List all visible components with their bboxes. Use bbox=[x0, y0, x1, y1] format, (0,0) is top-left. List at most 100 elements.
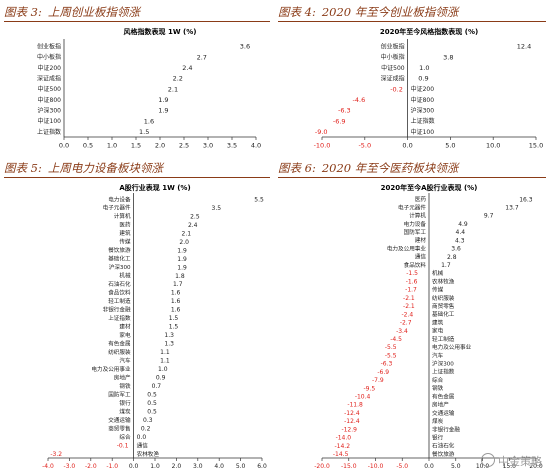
data-label: 2.5 bbox=[190, 213, 200, 220]
data-label: 1.6 bbox=[171, 290, 181, 297]
data-label: -3.2 bbox=[50, 451, 62, 458]
data-label: -12.4 bbox=[344, 410, 360, 417]
x-tick-label: 10.0 bbox=[486, 142, 500, 150]
category-label: 中证500 bbox=[381, 64, 405, 72]
category-label: 中证100 bbox=[38, 117, 62, 125]
category-label: 餐饮旅游 bbox=[108, 246, 131, 254]
data-label: 1.9 bbox=[177, 264, 187, 271]
x-tick-label: 6.0 bbox=[257, 463, 267, 470]
data-label: -14.5 bbox=[333, 451, 349, 458]
category-label: 交通运输 bbox=[432, 409, 455, 417]
data-label: 0.5 bbox=[147, 408, 157, 415]
chart-title: 风格指数表现 1W (%) bbox=[124, 27, 197, 36]
data-label: 1.1 bbox=[160, 358, 170, 365]
x-tick-label: 15.0 bbox=[503, 463, 517, 470]
category-label: 沪深300 bbox=[38, 106, 62, 114]
category-label: 餐饮旅游 bbox=[432, 450, 455, 458]
data-label: 0.9 bbox=[156, 375, 166, 382]
data-label: 1.8 bbox=[175, 273, 185, 280]
data-label: -3.4 bbox=[396, 328, 408, 335]
data-label: 2.1 bbox=[168, 85, 178, 93]
data-label: -2.1 bbox=[403, 303, 415, 310]
category-label: 电力设备 bbox=[404, 220, 427, 228]
data-label: 13.7 bbox=[505, 204, 519, 211]
data-label: 1.6 bbox=[171, 307, 181, 314]
category-label: 上证指数 bbox=[108, 314, 131, 322]
data-label: -0.1 bbox=[117, 442, 129, 449]
data-label: -4.6 bbox=[353, 96, 366, 104]
x-tick-label: 4.0 bbox=[214, 463, 224, 470]
x-tick-label: 0.0 bbox=[424, 463, 434, 470]
data-label: 1.6 bbox=[171, 298, 181, 305]
panel-title: 图表 5: 上周电力设备板块领涨 bbox=[4, 159, 270, 178]
category-label: 房地产 bbox=[432, 401, 449, 409]
category-label: 中证200 bbox=[38, 64, 62, 72]
category-label: 银行 bbox=[119, 399, 131, 407]
chart-title: 2020年至今风格指数表现 (%) bbox=[380, 27, 478, 36]
data-label: 1.1 bbox=[160, 349, 170, 356]
panel-ytd-industry: 图表 6: 2020 年至今医药板块领涨 2020年至今A股行业表现 (%) 医药 1… bbox=[278, 159, 546, 471]
category-label: 非银行金融 bbox=[103, 306, 131, 314]
x-tick-label: -5.0 bbox=[396, 463, 408, 470]
data-label: 0.5 bbox=[147, 400, 157, 407]
chart-ytd-style-index: 2020年至今风格指数表现 (%) 创业板指 12.4 中小板指 3.8 中证500 1.0… bbox=[314, 27, 544, 150]
data-label: 0.3 bbox=[143, 417, 153, 424]
category-label: 上证指数 bbox=[432, 368, 455, 376]
category-label: 传媒 bbox=[119, 238, 131, 246]
data-label: 16.3 bbox=[519, 196, 533, 203]
category-label: 基础化工 bbox=[108, 255, 131, 263]
data-label: -6.3 bbox=[338, 107, 351, 115]
category-label: 建筑 bbox=[119, 229, 131, 237]
x-tick-label: -2.0 bbox=[85, 463, 97, 470]
data-label: -11.8 bbox=[347, 402, 363, 409]
category-label: 交通运输 bbox=[108, 416, 131, 424]
data-label: 3.8 bbox=[443, 53, 453, 61]
category-label: 电力及公用事业 bbox=[432, 343, 472, 351]
category-label: 商贸零售 bbox=[432, 302, 455, 310]
data-label: 1.0 bbox=[419, 64, 429, 72]
data-label: 1.9 bbox=[158, 96, 168, 104]
category-label: 煤炭 bbox=[119, 407, 131, 415]
category-label: 深证成指 bbox=[381, 74, 405, 82]
category-label: 有色金属 bbox=[432, 392, 455, 400]
data-label: -12.9 bbox=[341, 426, 357, 433]
x-tick-label: 2.0 bbox=[172, 463, 182, 470]
category-label: 商贸零售 bbox=[108, 424, 131, 432]
category-label: 机械 bbox=[119, 272, 131, 280]
data-label: -5.5 bbox=[385, 352, 397, 359]
data-label: -14.0 bbox=[336, 435, 352, 442]
category-label: 石油石化 bbox=[432, 442, 455, 450]
category-label: 中证200 bbox=[411, 85, 435, 93]
category-label: 电子元器件 bbox=[398, 203, 426, 211]
x-tick-label: -10.0 bbox=[368, 463, 384, 470]
category-label: 银行 bbox=[432, 433, 444, 441]
category-label: 纺织服装 bbox=[432, 294, 455, 302]
category-label: 创业板指 bbox=[381, 42, 405, 50]
category-label: 家电 bbox=[119, 331, 131, 339]
x-tick-label: 1.5 bbox=[131, 142, 141, 150]
x-tick-label: 0.5 bbox=[83, 142, 93, 150]
category-label: 综合 bbox=[432, 376, 444, 384]
panel-title: 图表 3: 上周创业板指领涨 bbox=[4, 3, 270, 22]
data-label: -6.9 bbox=[377, 369, 389, 376]
wechat-icon bbox=[481, 453, 495, 467]
category-label: 机械 bbox=[432, 269, 444, 277]
data-label: 1.6 bbox=[144, 117, 154, 125]
chart-ytd-industry: 2020年至今A股行业表现 (%) 医药 16.3 电子元器件 13.7 计算机 9.7 电力… bbox=[314, 183, 543, 470]
category-label: 钢铁 bbox=[119, 382, 131, 390]
x-tick-label: 3.5 bbox=[227, 142, 237, 150]
category-label: 有色金属 bbox=[108, 339, 131, 347]
x-tick-label: 20.0 bbox=[529, 463, 543, 470]
data-label: 2.4 bbox=[182, 64, 192, 72]
data-label: 0.0 bbox=[137, 434, 147, 441]
x-tick-label: -5.0 bbox=[358, 142, 371, 150]
data-label: 0.9 bbox=[418, 75, 428, 83]
data-label: 4.9 bbox=[458, 221, 468, 228]
data-label: 1.9 bbox=[158, 107, 168, 115]
x-tick-label: 3.0 bbox=[203, 142, 213, 150]
category-label: 基础化工 bbox=[432, 310, 455, 318]
x-tick-label: 5.0 bbox=[445, 142, 455, 150]
chart-title: 2020年至今A股行业表现 (%) bbox=[381, 183, 478, 192]
category-label: 中证500 bbox=[38, 85, 62, 93]
x-tick-label: 2.5 bbox=[179, 142, 189, 150]
